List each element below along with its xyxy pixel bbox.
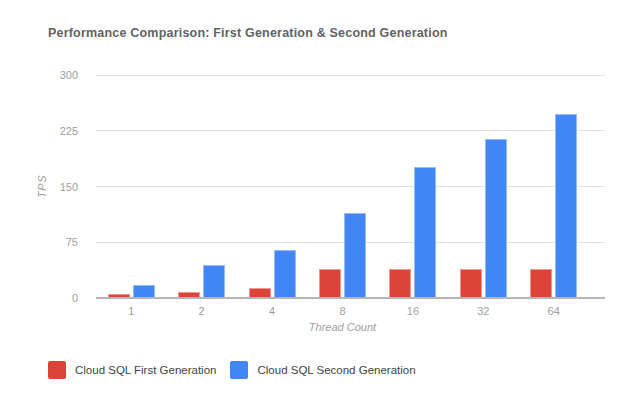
y-tick-150: 150 (60, 181, 78, 193)
bar-group-threads-1 (96, 75, 166, 298)
bar-second-gen-threads-4 (274, 250, 296, 298)
bar-first-gen-threads-64 (530, 269, 552, 298)
legend: Cloud SQL First Generation Cloud SQL Sec… (48, 361, 416, 379)
bar-group-threads-8 (307, 75, 377, 298)
bar-second-gen-threads-1 (133, 285, 155, 298)
x-tick-16: 16 (378, 305, 448, 317)
bar-second-gen-threads-64 (555, 114, 577, 298)
x-axis-baseline (96, 297, 605, 299)
y-tick-225: 225 (60, 125, 78, 137)
x-axis-title: Thread Count (96, 321, 589, 333)
x-tick-8: 8 (307, 305, 377, 317)
legend-swatch-first-gen (48, 361, 66, 379)
legend-label-first-gen: Cloud SQL First Generation (75, 364, 216, 376)
bar-group-threads-4 (237, 75, 307, 298)
bar-group-threads-16 (378, 75, 448, 298)
bar-second-gen-threads-2 (203, 265, 225, 298)
plot-area (96, 75, 605, 298)
chart-title: Performance Comparison: First Generation… (48, 26, 448, 40)
bar-first-gen-threads-32 (460, 269, 482, 298)
bar-second-gen-threads-32 (485, 139, 507, 298)
bar-group-threads-32 (448, 75, 518, 298)
bar-group-threads-2 (166, 75, 236, 298)
chart-figure: Performance Comparison: First Generation… (0, 0, 640, 412)
x-tick-4: 4 (237, 305, 307, 317)
bar-group-threads-64 (519, 75, 589, 298)
x-axis-tick-labels: 1248163264 (96, 305, 589, 317)
x-tick-32: 32 (448, 305, 518, 317)
x-tick-64: 64 (519, 305, 589, 317)
legend-swatch-second-gen (230, 361, 248, 379)
y-tick-300: 300 (60, 69, 78, 81)
bar-second-gen-threads-8 (344, 213, 366, 298)
legend-label-second-gen: Cloud SQL Second Generation (257, 364, 415, 376)
bar-second-gen-threads-16 (414, 167, 436, 298)
y-tick-0: 0 (72, 292, 78, 304)
x-tick-2: 2 (166, 305, 236, 317)
legend-item-first-gen: Cloud SQL First Generation (48, 361, 216, 379)
bar-first-gen-threads-16 (389, 269, 411, 298)
y-tick-75: 75 (66, 236, 78, 248)
bar-groups (96, 75, 589, 298)
x-tick-1: 1 (96, 305, 166, 317)
y-axis-tick-labels: 075150225300 (40, 75, 86, 298)
bar-first-gen-threads-8 (319, 269, 341, 298)
legend-item-second-gen: Cloud SQL Second Generation (230, 361, 415, 379)
